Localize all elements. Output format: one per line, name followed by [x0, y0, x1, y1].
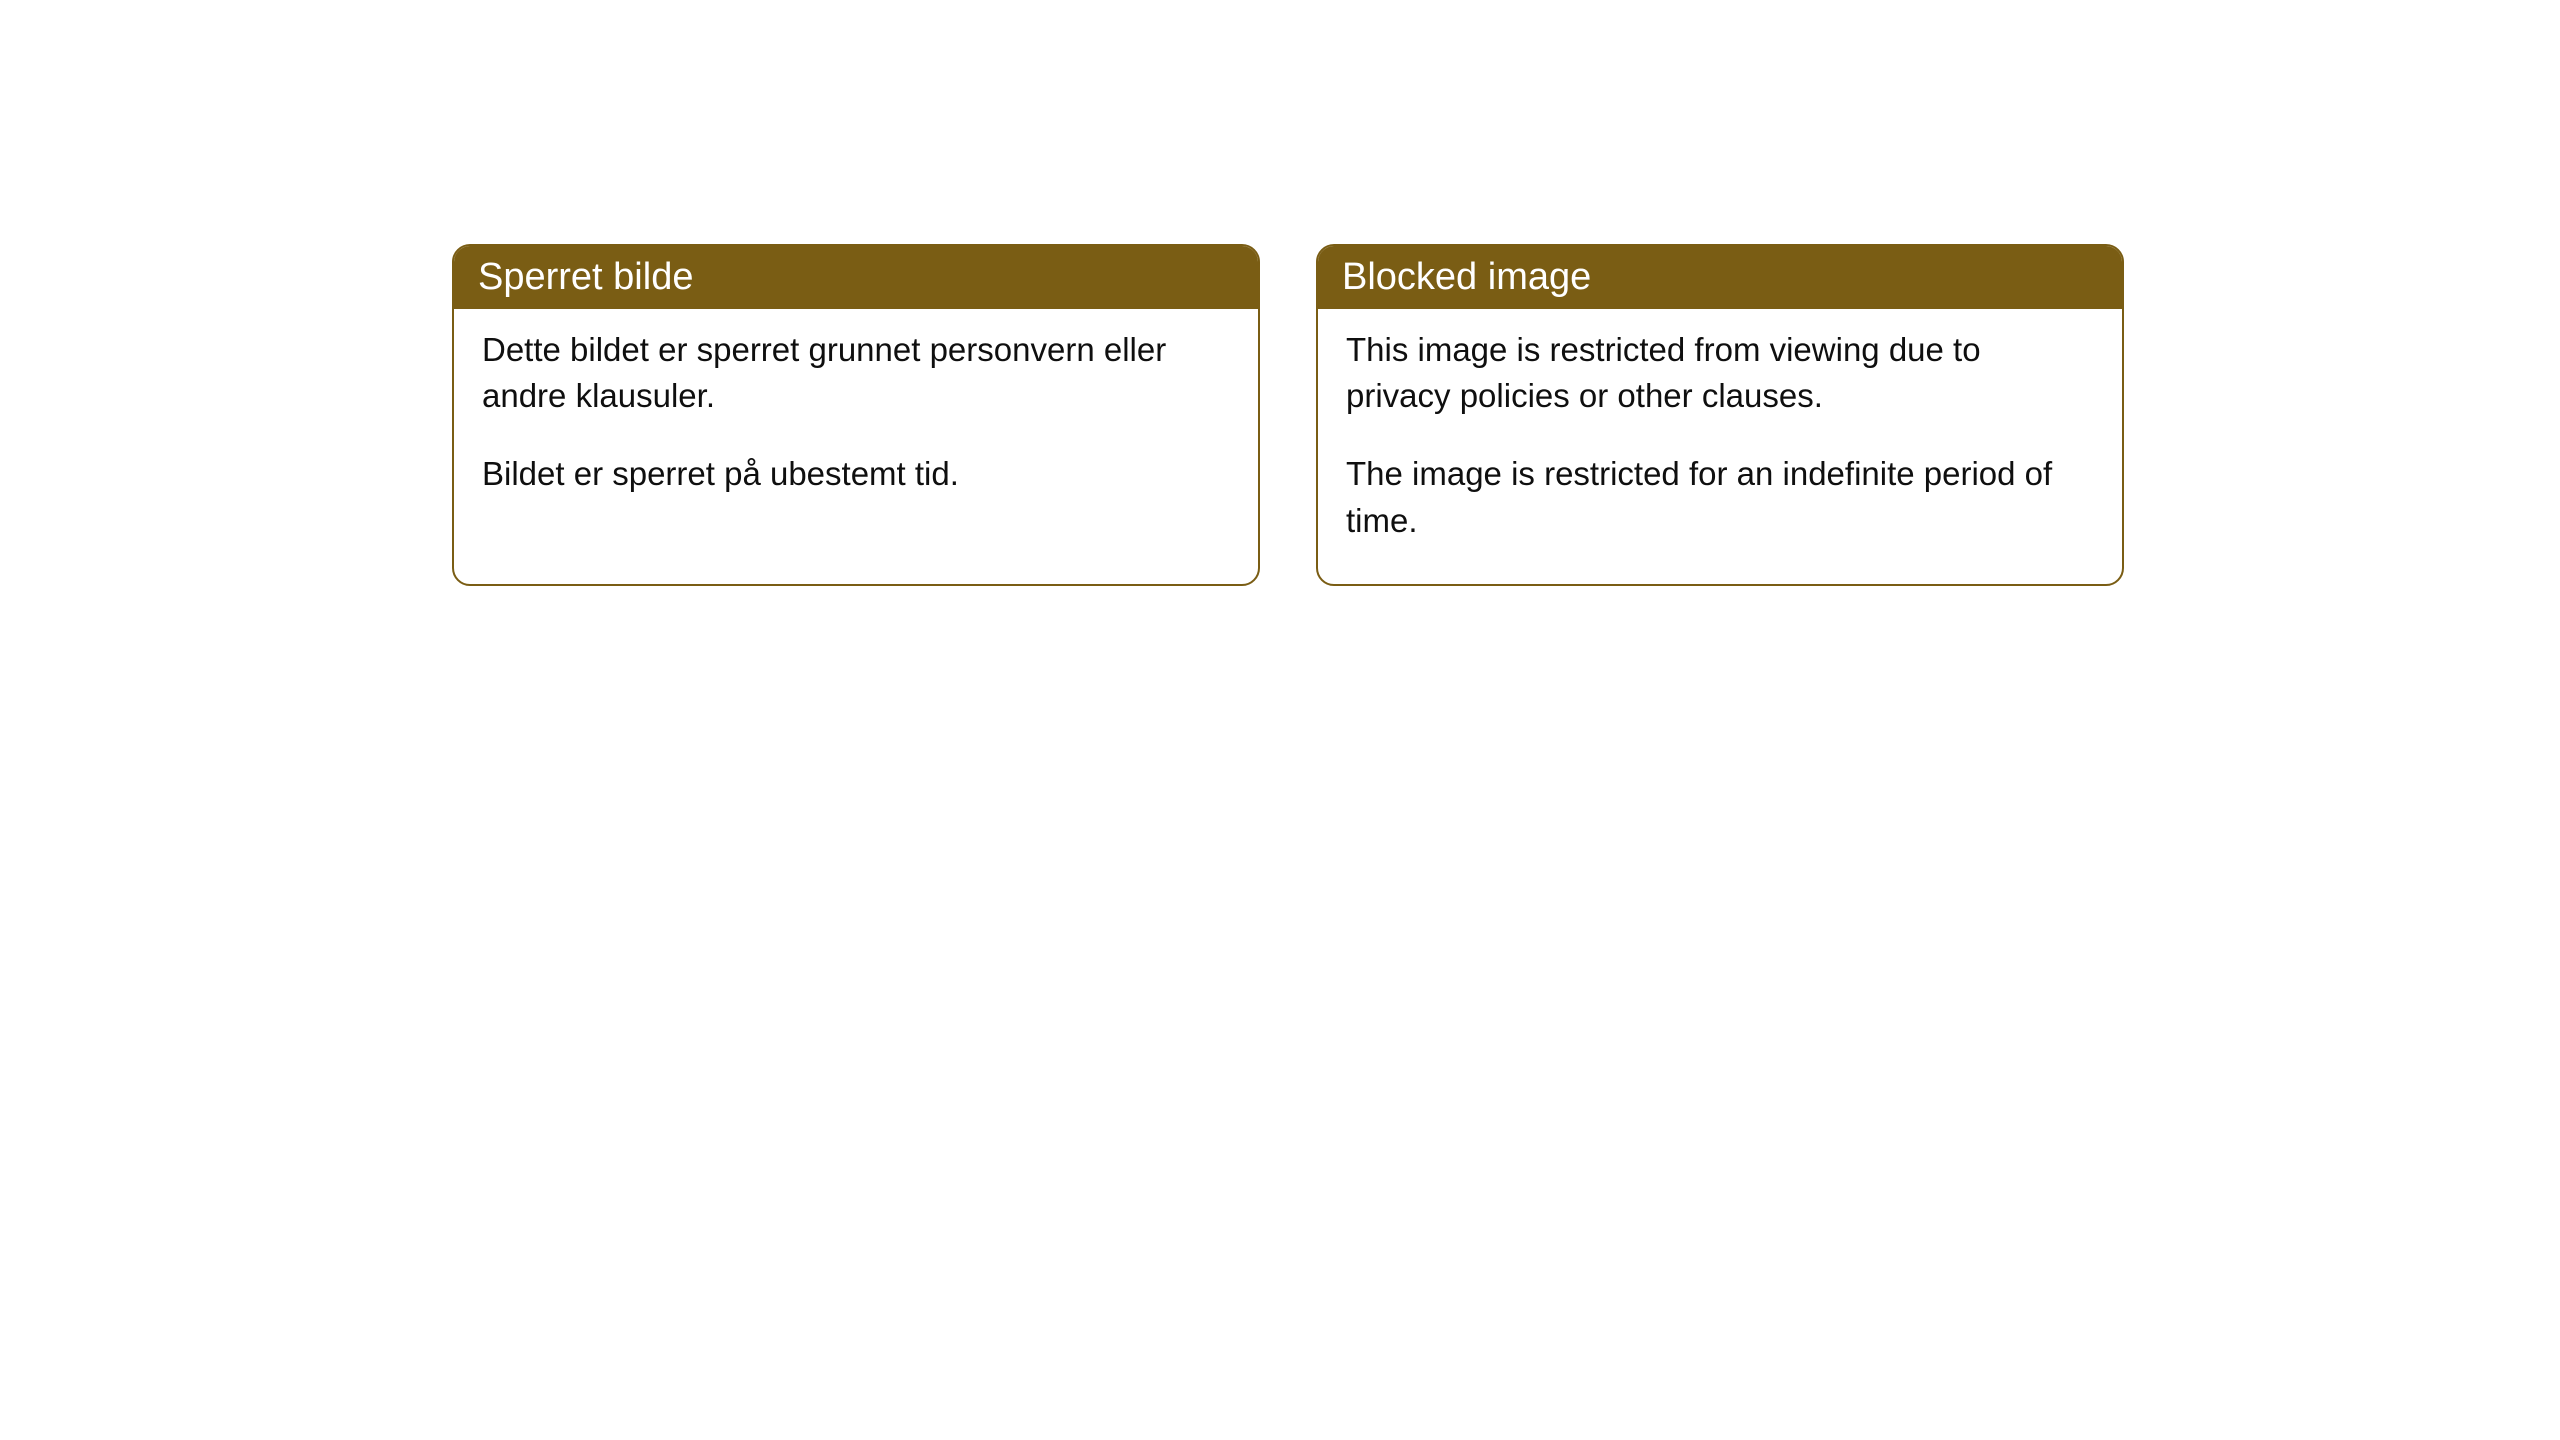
card-header-norwegian: Sperret bilde	[454, 246, 1258, 309]
blocked-image-card-english: Blocked image This image is restricted f…	[1316, 244, 2124, 586]
blocked-image-card-norwegian: Sperret bilde Dette bildet er sperret gr…	[452, 244, 1260, 586]
card-paragraph-2-english: The image is restricted for an indefinit…	[1346, 451, 2094, 543]
card-paragraph-2-norwegian: Bildet er sperret på ubestemt tid.	[482, 451, 1230, 497]
card-paragraph-1-norwegian: Dette bildet er sperret grunnet personve…	[482, 327, 1230, 419]
card-body-english: This image is restricted from viewing du…	[1318, 309, 2122, 584]
card-header-english: Blocked image	[1318, 246, 2122, 309]
notification-cards-container: Sperret bilde Dette bildet er sperret gr…	[452, 244, 2124, 586]
card-paragraph-1-english: This image is restricted from viewing du…	[1346, 327, 2094, 419]
card-body-norwegian: Dette bildet er sperret grunnet personve…	[454, 309, 1258, 538]
